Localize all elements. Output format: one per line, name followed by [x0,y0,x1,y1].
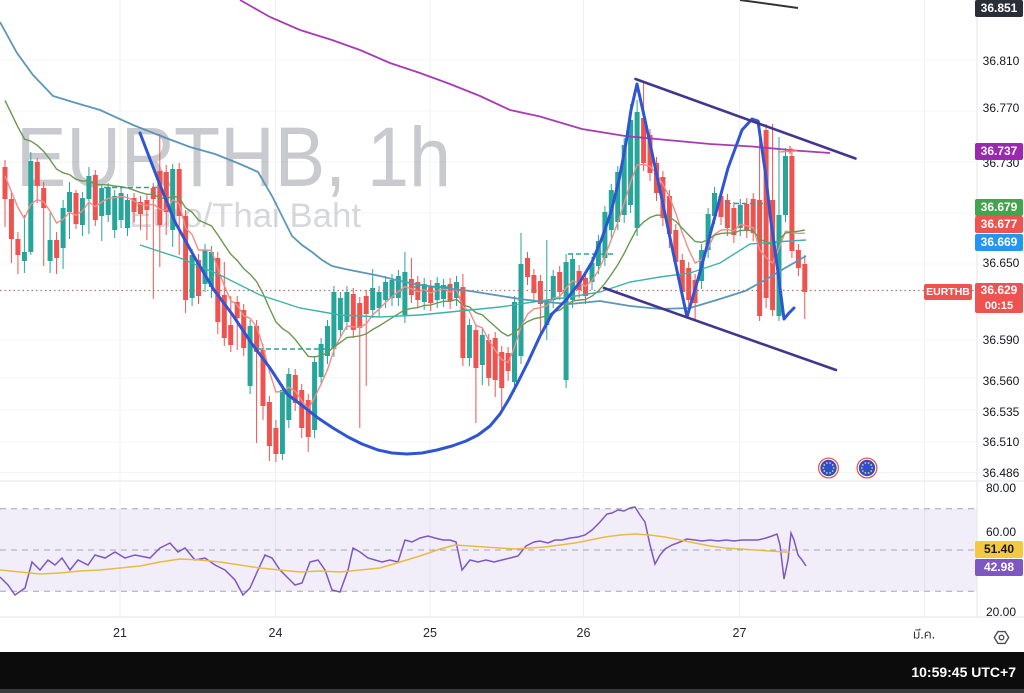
svg-text:EURTHB, 1h: EURTHB, 1h [16,110,451,204]
